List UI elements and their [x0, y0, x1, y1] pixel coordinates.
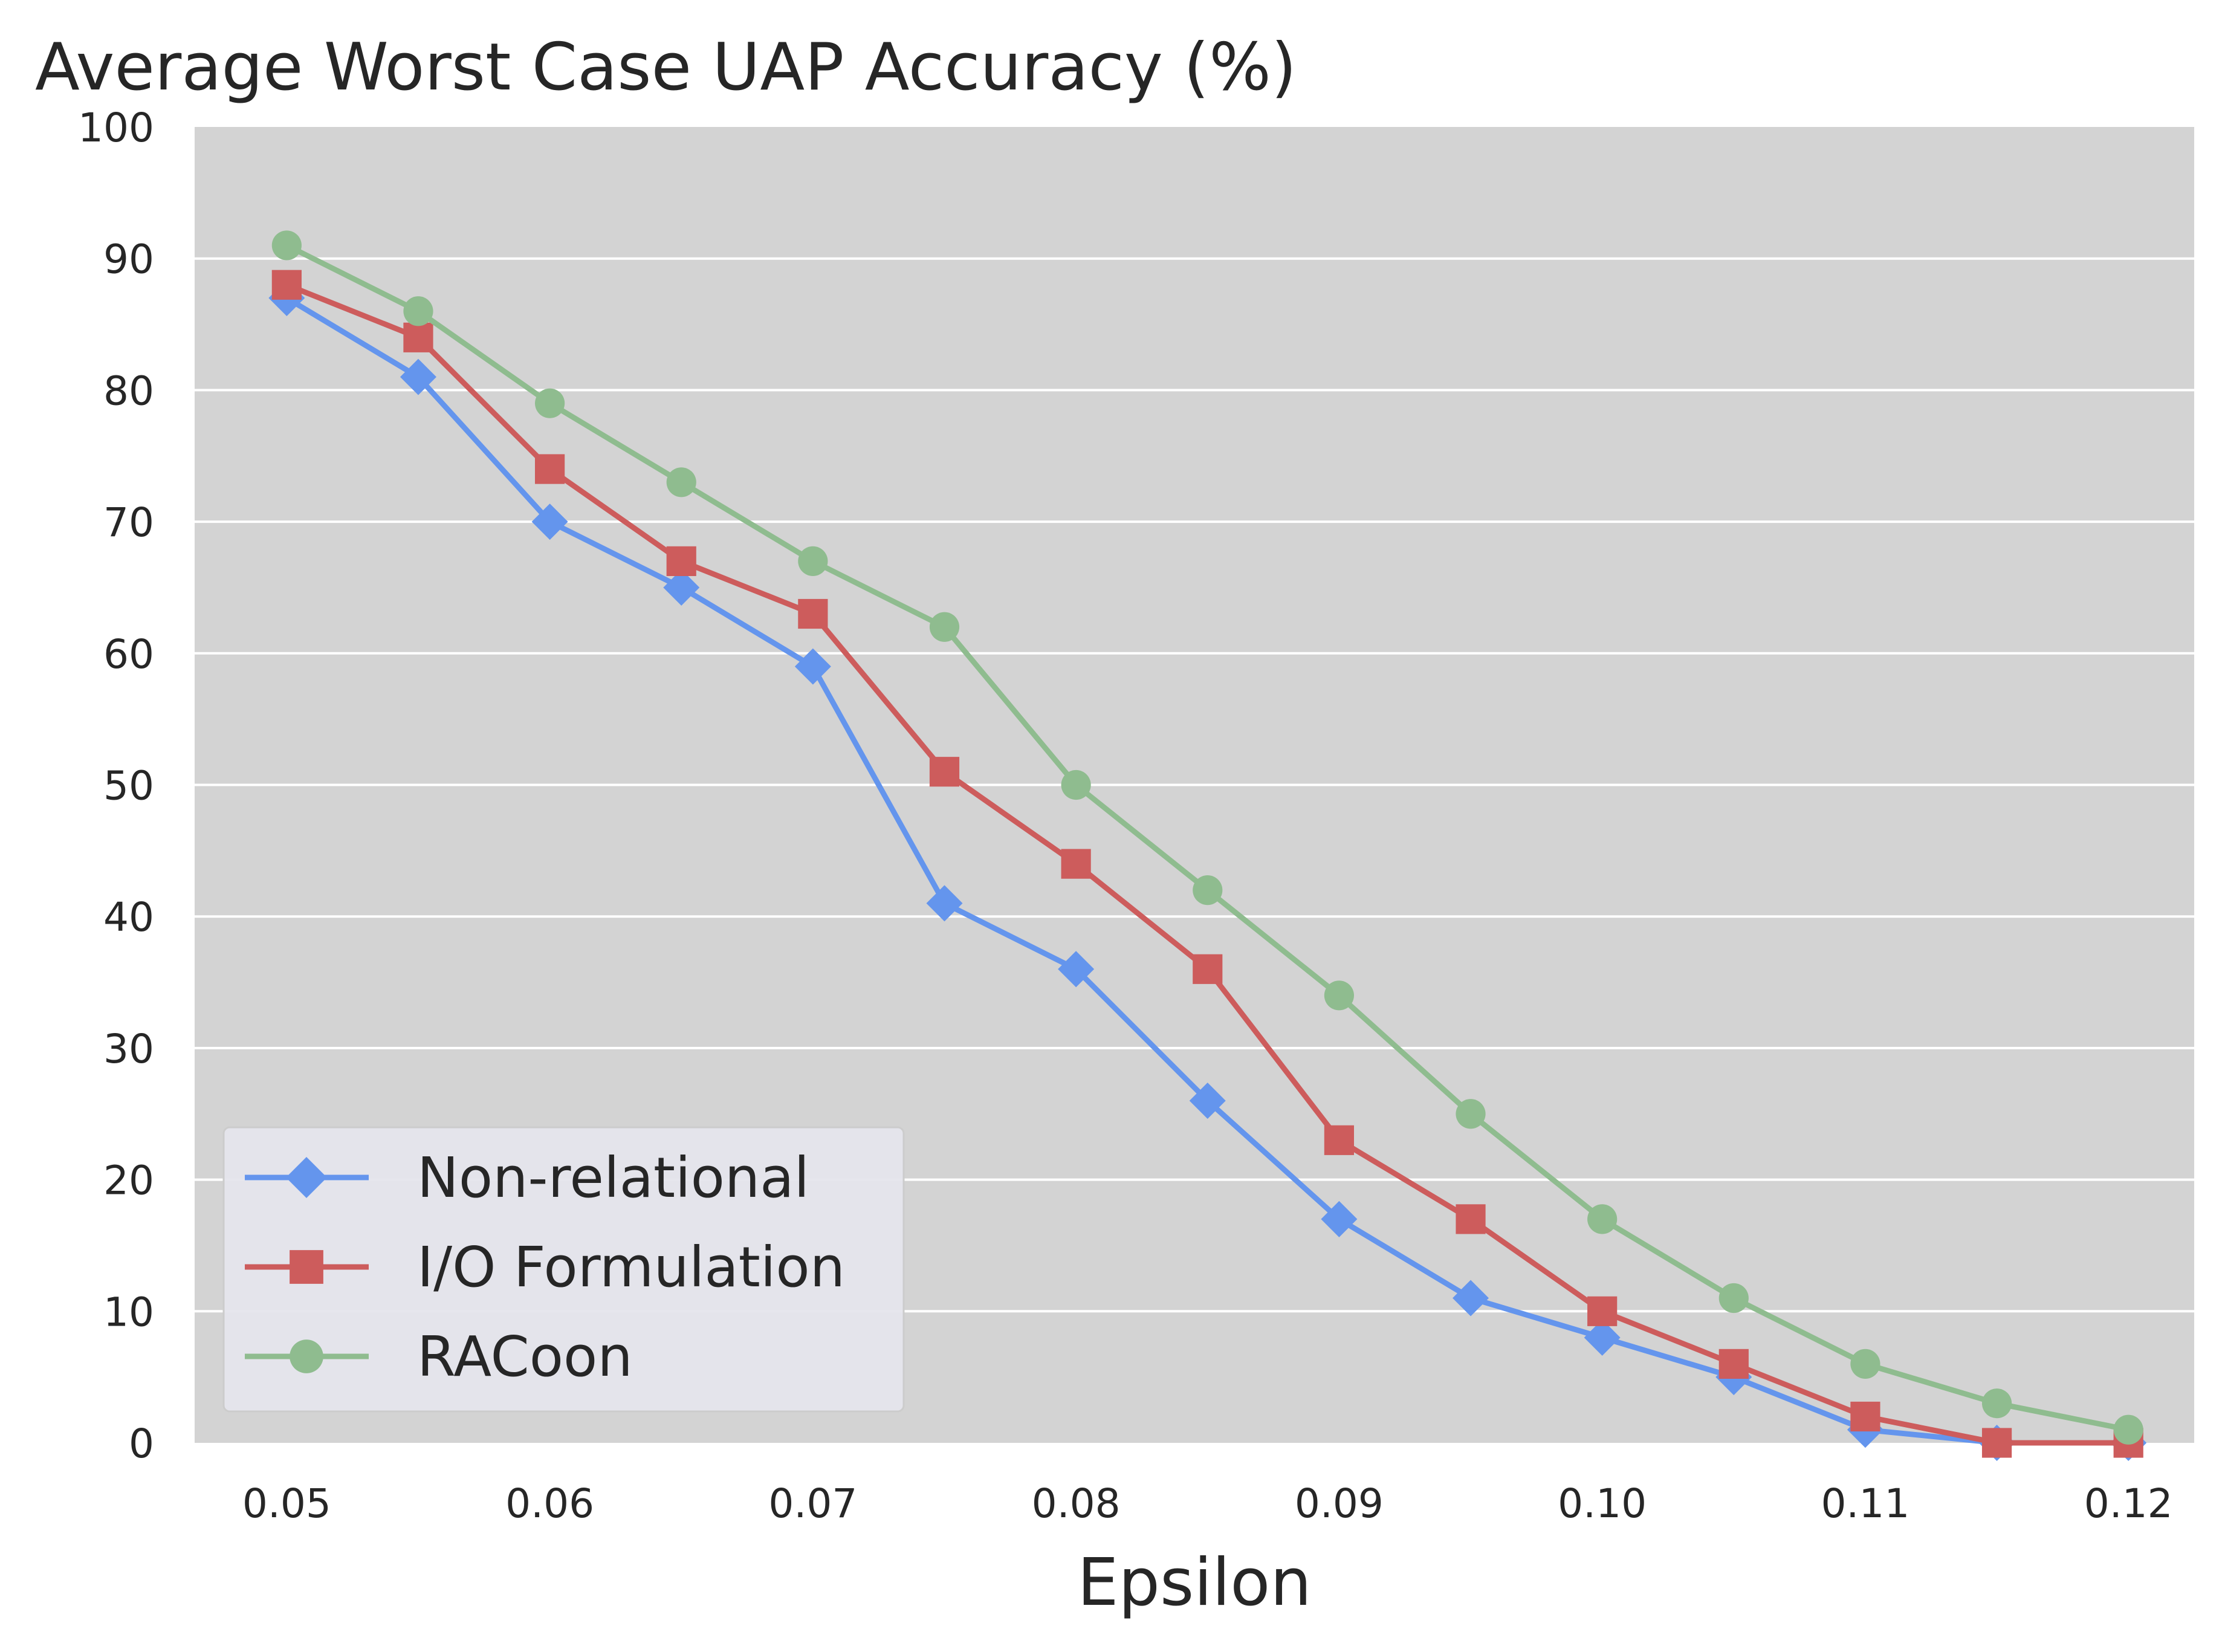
data-point: [1061, 849, 1091, 879]
x-tick-label: 0.11: [1821, 1480, 1909, 1527]
x-axis-label: Epsilon: [1077, 1545, 1312, 1621]
y-tick-label: 90: [103, 236, 154, 283]
data-point: [1061, 769, 1091, 800]
x-tick-label: 0.08: [1032, 1480, 1121, 1527]
x-tick-label: 0.05: [242, 1480, 331, 1527]
legend-marker: [290, 1339, 323, 1373]
series-1: [271, 270, 2143, 1458]
data-point: [1587, 1296, 1618, 1326]
x-tick-label: 0.10: [1558, 1480, 1647, 1527]
legend-entry: Non-relational: [245, 1145, 809, 1210]
legend-marker: [286, 1157, 327, 1198]
data-point: [798, 598, 828, 629]
data-point: [400, 358, 436, 395]
data-point: [929, 612, 960, 642]
x-tick-label: 0.06: [505, 1480, 594, 1527]
y-tick-label: 70: [103, 499, 154, 546]
data-point: [926, 885, 963, 922]
data-point: [1587, 1204, 1618, 1234]
data-point: [1850, 1401, 1880, 1432]
data-point: [1718, 1349, 1749, 1379]
data-point: [794, 648, 831, 685]
data-point: [1453, 1280, 1489, 1317]
data-point: [666, 546, 696, 577]
data-point: [663, 569, 700, 606]
data-point: [1981, 1428, 2012, 1458]
legend: Non-relational I/O Formulation RACoon: [222, 1126, 905, 1413]
data-point: [1456, 1099, 1486, 1129]
data-point: [535, 388, 565, 418]
data-point: [1324, 980, 1354, 1011]
data-point: [1584, 1319, 1621, 1356]
data-point: [1456, 1204, 1486, 1234]
legend-label: I/O Formulation: [417, 1235, 845, 1300]
x-tick-label: 0.12: [2084, 1480, 2173, 1527]
x-tick-label: 0.09: [1295, 1480, 1384, 1527]
legend-label: Non-relational: [417, 1145, 809, 1210]
data-point: [1321, 1200, 1358, 1237]
series-group: [268, 230, 2147, 1461]
legend-entry: RACoon: [245, 1324, 633, 1389]
data-point: [798, 546, 828, 577]
data-point: [1718, 1283, 1749, 1314]
data-point: [271, 270, 302, 300]
data-point: [1850, 1349, 1880, 1379]
data-point: [1058, 951, 1095, 988]
y-tick-label: 60: [103, 631, 154, 678]
y-tick-label: 0: [129, 1420, 154, 1467]
y-tick-label: 50: [103, 763, 154, 809]
legend-marker: [290, 1250, 323, 1284]
y-tick-label: 100: [78, 105, 154, 151]
data-point: [1193, 954, 1223, 984]
data-point: [929, 757, 960, 787]
data-point: [2113, 1414, 2143, 1445]
x-axis: 0.05 0.06 0.07 0.08 0.09 0.10 0.11 0.12: [242, 1480, 2173, 1527]
data-point: [666, 467, 696, 497]
data-point: [1189, 1082, 1226, 1119]
data-point: [1981, 1388, 2012, 1419]
legend-box: [222, 1126, 905, 1413]
legend-entry: I/O Formulation: [245, 1235, 845, 1300]
data-point: [1324, 1125, 1354, 1155]
y-tick-label: 40: [103, 894, 154, 941]
data-point: [531, 504, 568, 540]
x-tick-label: 0.07: [768, 1480, 857, 1527]
data-point: [1193, 875, 1223, 905]
data-point: [403, 296, 433, 326]
chart-title: Average Worst Case UAP Accuracy (%): [35, 30, 1297, 105]
y-tick-label: 80: [103, 368, 154, 414]
legend-label: RACoon: [417, 1324, 633, 1389]
y-tick-label: 30: [103, 1026, 154, 1072]
y-axis: 0 10 20 30 40 50 60 70 80 90 100: [78, 105, 154, 1467]
series-2: [271, 230, 2143, 1445]
data-point: [403, 322, 433, 352]
data-point: [535, 454, 565, 484]
data-point: [271, 230, 302, 261]
y-tick-label: 10: [103, 1289, 154, 1335]
y-tick-label: 20: [103, 1158, 154, 1204]
